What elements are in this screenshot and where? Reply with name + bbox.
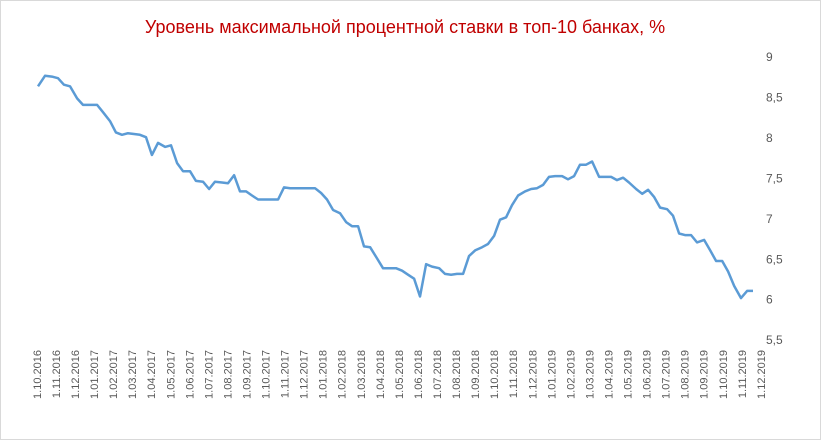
x-tick-label: 1.10.2016 (32, 350, 44, 399)
x-tick-label: 1.12.2017 (299, 350, 311, 399)
x-tick-label: 1.09.2017 (241, 350, 253, 399)
y-tick-label: 8,5 (766, 91, 783, 105)
x-tick-label: 1.06.2017 (184, 350, 196, 399)
x-tick-label: 1.01.2019 (546, 350, 558, 399)
x-tick-label: 1.11.2019 (737, 350, 749, 398)
x-tick-label: 1.12.2016 (70, 350, 82, 399)
x-tick-label: 1.03.2019 (584, 350, 596, 399)
x-tick-label: 1.11.2018 (508, 350, 520, 398)
x-tick-label: 1.05.2017 (165, 350, 177, 399)
x-tick-label: 1.01.2018 (318, 350, 330, 399)
x-tick-label: 1.02.2019 (565, 350, 577, 399)
x-tick-label: 1.11.2017 (280, 350, 292, 398)
line-series (36, 74, 753, 300)
x-tick-label: 1.05.2019 (623, 350, 635, 399)
x-tick-label: 1.07.2019 (661, 350, 673, 399)
y-tick-label: 8 (766, 131, 773, 145)
y-tick-label: 9 (766, 50, 773, 64)
y-tick-label: 6,5 (766, 252, 783, 266)
x-tick-label: 1.05.2018 (394, 350, 406, 399)
x-tick-label: 1.10.2019 (718, 350, 730, 399)
x-tick-label: 1.09.2019 (699, 350, 711, 399)
x-tick-label: 1.03.2018 (356, 350, 368, 399)
x-tick-label: 1.04.2019 (603, 350, 615, 399)
x-tick-label: 1.08.2019 (680, 350, 692, 399)
x-tick-label: 1.10.2017 (261, 350, 273, 399)
x-tick-label: 1.08.2017 (222, 350, 234, 399)
x-tick-label: 1.07.2017 (203, 350, 215, 399)
y-tick-label: 5,5 (766, 333, 783, 347)
x-tick-label: 1.06.2018 (413, 350, 425, 399)
x-tick-label: 1.06.2019 (642, 350, 654, 399)
y-tick-label: 7 (766, 212, 773, 226)
x-tick-label: 1.08.2018 (451, 350, 463, 399)
x-tick-label: 1.04.2018 (375, 350, 387, 399)
x-tick-label: 1.01.2017 (89, 350, 101, 399)
x-tick-label: 1.02.2017 (108, 350, 120, 399)
x-tick-label: 1.12.2019 (756, 350, 768, 399)
x-tick-label: 1.09.2018 (470, 350, 482, 399)
x-tick-label: 1.12.2018 (527, 350, 539, 399)
x-tick-label: 1.04.2017 (146, 350, 158, 399)
y-tick-label: 7,5 (766, 171, 783, 185)
x-tick-label: 1.03.2017 (127, 350, 139, 399)
x-tick-label: 1.07.2018 (432, 350, 444, 399)
x-tick-label: 1.10.2018 (489, 350, 501, 399)
x-tick-label: 1.11.2016 (51, 350, 63, 398)
y-tick-label: 6 (766, 293, 773, 307)
x-tick-label: 1.02.2018 (337, 350, 349, 399)
chart-title: Уровень максимальной процентной ставки в… (145, 17, 665, 37)
